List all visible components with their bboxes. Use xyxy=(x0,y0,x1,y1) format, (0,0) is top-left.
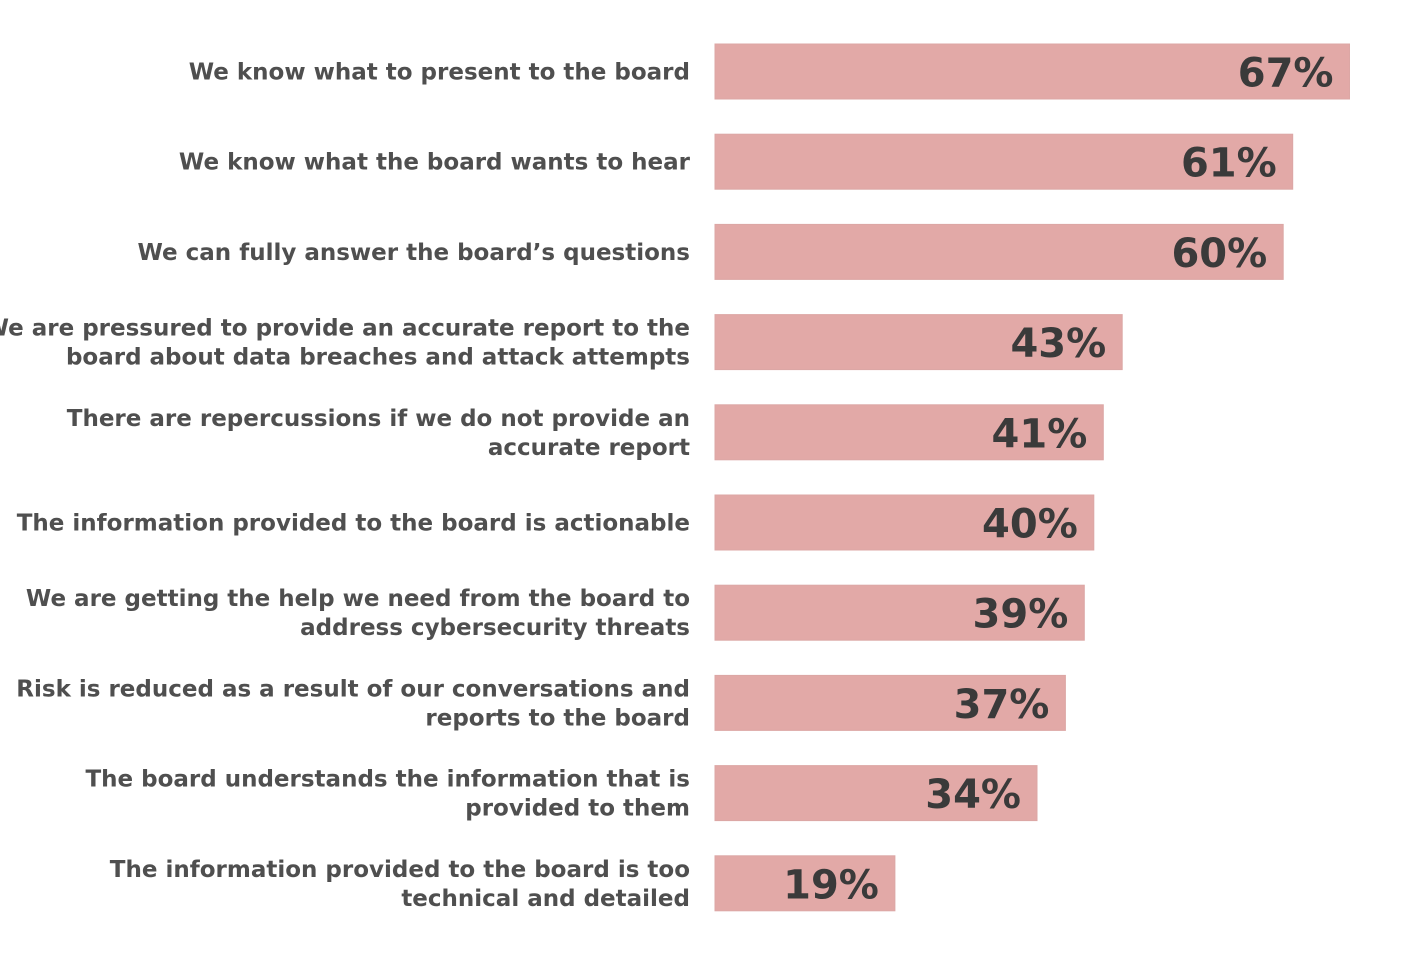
category-label: board about data breaches and attack att… xyxy=(66,345,690,371)
category-label: technical and detailed xyxy=(401,886,690,912)
category-label: We are pressured to provide an accurate … xyxy=(0,316,690,342)
category-label: accurate report xyxy=(488,435,690,461)
bar-value-label: 41% xyxy=(992,411,1088,457)
category-label: The board understands the information th… xyxy=(85,767,690,793)
category-label: We can fully answer the board’s question… xyxy=(138,240,691,266)
category-label: We know what to present to the board xyxy=(189,60,690,86)
category-label: provided to them xyxy=(465,796,690,822)
bar-value-label: 67% xyxy=(1238,51,1334,97)
bar-value-label: 40% xyxy=(982,502,1078,548)
bar-value-label: 39% xyxy=(973,592,1069,638)
bar-value-label: 61% xyxy=(1181,141,1277,187)
bar xyxy=(714,404,1104,461)
bar xyxy=(714,494,1095,551)
category-label: address cybersecurity threats xyxy=(300,615,690,641)
category-label: We are getting the help we need from the… xyxy=(26,586,690,612)
bar-value-label: 37% xyxy=(954,682,1050,728)
category-label: The information provided to the board is… xyxy=(17,511,690,537)
bar-value-label: 43% xyxy=(1010,321,1106,367)
bar xyxy=(714,314,1123,371)
bar xyxy=(714,765,1038,822)
bar xyxy=(714,674,1066,731)
category-label: We know what the board wants to hear xyxy=(179,150,691,176)
category-label: Risk is reduced as a result of our conve… xyxy=(16,676,690,702)
bar-value-label: 19% xyxy=(783,862,879,908)
category-label: There are repercussions if we do not pro… xyxy=(67,406,690,432)
category-label: reports to the board xyxy=(425,705,690,731)
bar-value-label: 60% xyxy=(1171,231,1267,277)
bar xyxy=(714,223,1284,280)
bar-value-label: 34% xyxy=(925,772,1021,818)
category-label: The information provided to the board is… xyxy=(110,857,690,883)
bar xyxy=(714,584,1085,641)
bar xyxy=(714,855,896,912)
bar xyxy=(714,43,1350,100)
bar xyxy=(714,133,1294,190)
